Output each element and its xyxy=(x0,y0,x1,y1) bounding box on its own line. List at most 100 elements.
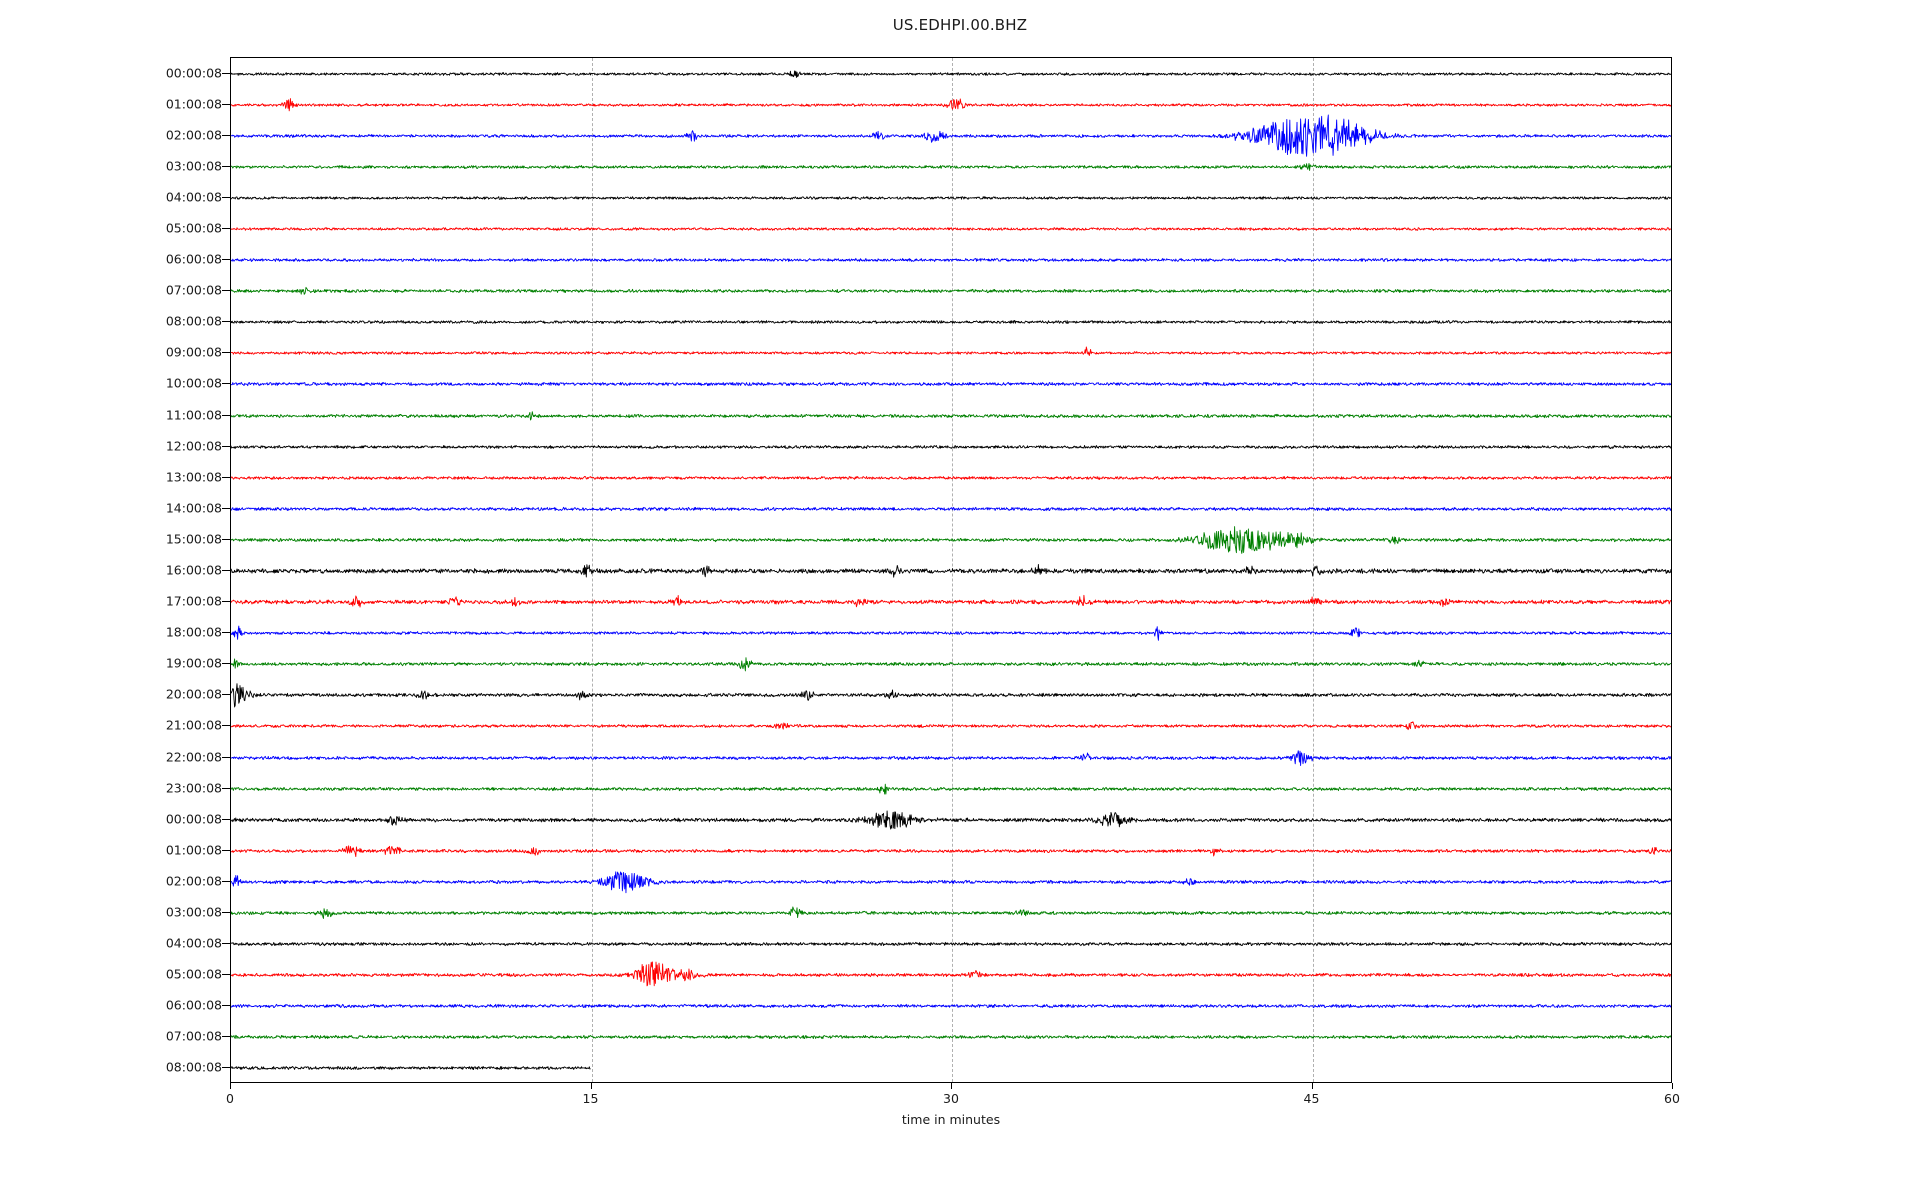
trace-path xyxy=(231,114,1671,157)
trace-row xyxy=(231,238,1671,282)
y-tick-mark-20 xyxy=(222,694,230,696)
trace-row xyxy=(231,798,1671,842)
trace-path xyxy=(231,287,1671,295)
y-tick-label-10: 10:00:08 xyxy=(165,375,222,391)
y-tick-mark-6 xyxy=(222,259,230,261)
trace-path xyxy=(231,97,1671,111)
seismogram-trace xyxy=(231,475,1671,480)
trace-row xyxy=(231,487,1671,531)
seismogram-trace xyxy=(231,196,1671,200)
trace-row xyxy=(231,736,1671,780)
y-tick-label-20: 20:00:08 xyxy=(165,686,222,702)
y-tick-mark-5 xyxy=(222,228,230,229)
y-axis-tick-marks xyxy=(222,57,230,1083)
y-tick-mark-32 xyxy=(222,1067,230,1069)
seismogram-trace xyxy=(231,382,1671,387)
seismogram-trace xyxy=(231,810,1671,830)
y-tick-label-5: 05:00:08 xyxy=(165,220,222,236)
trace-row xyxy=(231,207,1671,251)
x-tick-label-0: 0 xyxy=(226,1091,234,1106)
trace-path xyxy=(231,382,1671,387)
trace-path xyxy=(231,941,1671,947)
seismogram-trace xyxy=(231,526,1671,554)
trace-path xyxy=(231,810,1671,830)
trace-row xyxy=(231,145,1671,189)
y-tick-label-30: 06:00:08 xyxy=(165,997,222,1013)
seismogram-trace xyxy=(231,1066,591,1071)
trace-row xyxy=(231,922,1671,966)
y-tick-mark-18 xyxy=(222,632,230,634)
x-tick-mark-30 xyxy=(951,1083,952,1089)
seismogram-trace xyxy=(231,1035,1671,1040)
x-tick-mark-45 xyxy=(1311,1083,1313,1089)
y-tick-label-29: 05:00:08 xyxy=(165,966,222,982)
seismogram-trace xyxy=(231,657,1671,672)
y-tick-mark-25 xyxy=(222,849,230,851)
y-tick-mark-27 xyxy=(222,912,230,913)
y-tick-label-19: 19:00:08 xyxy=(165,655,222,671)
y-tick-label-15: 15:00:08 xyxy=(165,531,222,547)
seismogram-trace xyxy=(231,845,1671,857)
y-tick-label-18: 18:00:08 xyxy=(165,624,222,640)
y-tick-mark-12 xyxy=(222,445,230,447)
y-tick-label-23: 23:00:08 xyxy=(165,780,222,796)
seismogram-trace xyxy=(231,444,1671,449)
y-tick-mark-29 xyxy=(222,974,230,976)
trace-row xyxy=(231,984,1671,1028)
trace-row xyxy=(231,860,1671,904)
trace-row xyxy=(231,549,1671,593)
y-tick-label-6: 06:00:08 xyxy=(165,251,222,267)
y-tick-label-28: 04:00:08 xyxy=(165,935,222,951)
y-tick-label-0: 00:00:08 xyxy=(165,65,222,81)
x-tick-mark-0 xyxy=(230,1083,231,1089)
x-tick-label-60: 60 xyxy=(1664,1091,1680,1106)
y-tick-mark-1 xyxy=(222,103,230,105)
trace-path xyxy=(231,871,1671,894)
y-tick-mark-19 xyxy=(222,663,230,665)
y-tick-mark-31 xyxy=(222,1036,230,1038)
seismogram-trace xyxy=(231,506,1671,511)
seismogram-trace xyxy=(231,871,1671,894)
y-tick-mark-15 xyxy=(222,538,230,540)
y-tick-label-17: 17:00:08 xyxy=(165,593,222,609)
seismogram-trace xyxy=(231,227,1671,231)
plot-area[interactable] xyxy=(230,57,1672,1083)
y-tick-mark-10 xyxy=(222,383,230,385)
x-tick-mark-15 xyxy=(590,1083,592,1089)
y-tick-label-22: 22:00:08 xyxy=(165,749,222,765)
trace-path xyxy=(231,320,1671,325)
trace-path xyxy=(231,749,1671,766)
trace-row xyxy=(231,394,1671,438)
trace-row xyxy=(231,1046,1671,1082)
seismogram-trace xyxy=(231,97,1671,111)
trace-row xyxy=(231,362,1671,406)
y-tick-mark-4 xyxy=(222,196,230,198)
trace-row xyxy=(231,176,1671,220)
y-tick-label-13: 13:00:08 xyxy=(165,469,222,485)
trace-row xyxy=(231,642,1671,686)
y-tick-label-32: 08:00:08 xyxy=(165,1059,222,1075)
trace-row xyxy=(231,269,1671,313)
trace-path xyxy=(231,1066,591,1071)
y-tick-mark-14 xyxy=(222,507,230,509)
trace-path xyxy=(231,683,1671,708)
y-tick-mark-17 xyxy=(222,601,230,603)
trace-path xyxy=(231,475,1671,480)
trace-row xyxy=(231,829,1671,873)
x-axis-label: time in minutes xyxy=(901,1112,1001,1127)
trace-path xyxy=(231,196,1671,200)
trace-row xyxy=(231,673,1671,717)
y-tick-mark-16 xyxy=(222,570,230,571)
y-tick-label-16: 16:00:08 xyxy=(165,562,222,578)
y-tick-mark-11 xyxy=(222,414,230,416)
trace-path xyxy=(231,625,1671,641)
trace-row xyxy=(231,114,1671,158)
trace-path xyxy=(231,1035,1671,1040)
page-title: US.EDHPI.00.BHZ xyxy=(892,16,1028,34)
trace-path xyxy=(231,227,1671,231)
y-tick-label-24: 00:00:08 xyxy=(165,811,222,827)
trace-path xyxy=(231,783,1671,795)
trace-path xyxy=(231,162,1671,171)
trace-path xyxy=(231,563,1671,578)
